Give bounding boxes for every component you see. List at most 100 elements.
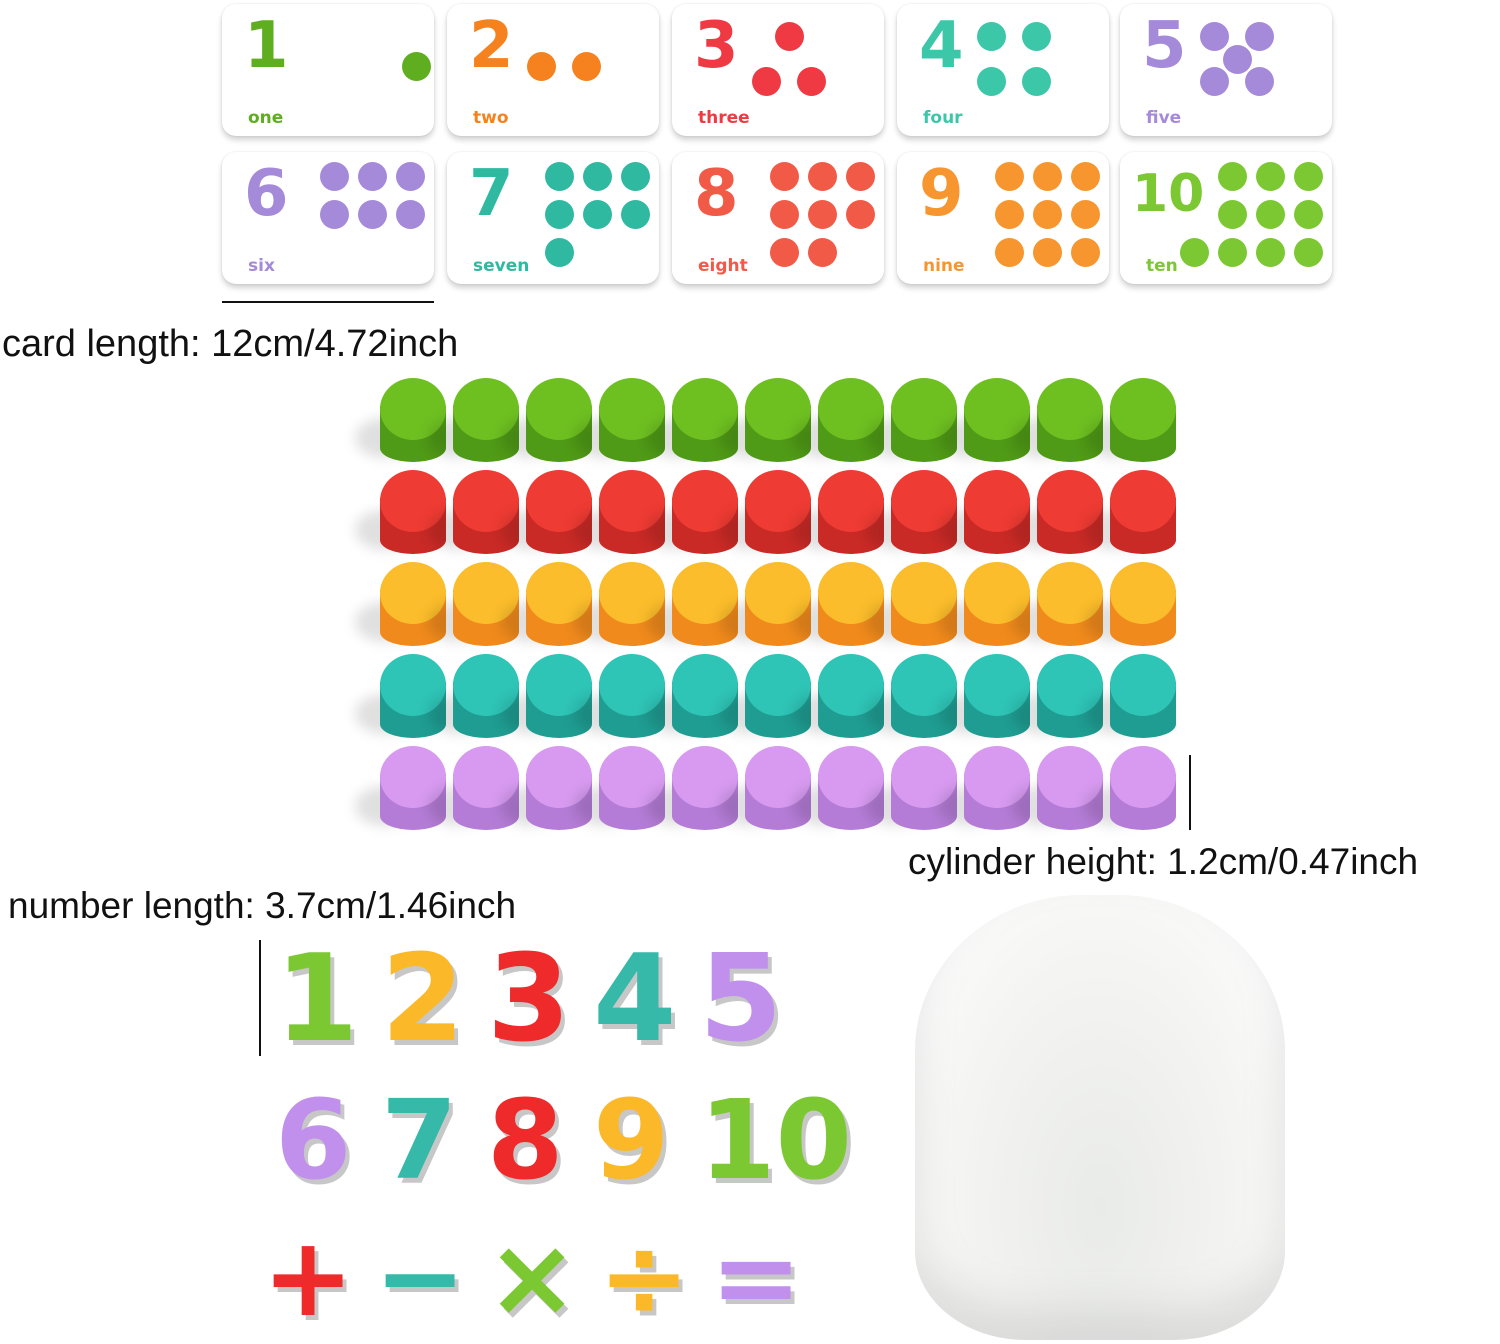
cylinder-top bbox=[453, 562, 519, 624]
cylinder-top bbox=[526, 378, 592, 440]
count-dot bbox=[358, 200, 387, 229]
wooden-cylinder bbox=[526, 654, 592, 738]
card-number: 6 bbox=[244, 157, 289, 231]
wooden-cylinder bbox=[745, 470, 811, 554]
count-dot bbox=[846, 200, 875, 229]
count-dot bbox=[808, 162, 837, 191]
count-dot bbox=[527, 52, 556, 81]
wooden-cylinder bbox=[672, 746, 738, 830]
card-number: 5 bbox=[1142, 9, 1187, 83]
count-dot bbox=[1218, 162, 1247, 191]
wooden-cylinder bbox=[380, 654, 446, 738]
card-number: 10 bbox=[1132, 164, 1205, 224]
count-dot bbox=[1180, 238, 1209, 267]
foam-number: 8 bbox=[487, 1076, 564, 1204]
wooden-cylinder bbox=[818, 470, 884, 554]
wooden-cylinder bbox=[1110, 470, 1176, 554]
cylinder-top bbox=[745, 746, 811, 808]
cylinder-top bbox=[818, 746, 884, 808]
wooden-cylinder bbox=[599, 562, 665, 646]
cylinder-top bbox=[745, 654, 811, 716]
cylinder-top bbox=[891, 470, 957, 532]
cylinder-top bbox=[672, 378, 738, 440]
count-dot bbox=[770, 200, 799, 229]
foam-operator: + bbox=[262, 1213, 355, 1341]
card-word: seven bbox=[473, 256, 530, 276]
count-dot bbox=[1033, 162, 1062, 191]
number-card: 8 eight bbox=[672, 152, 884, 284]
cylinder-top bbox=[1110, 470, 1176, 532]
number-card: 7 seven bbox=[447, 152, 659, 284]
wooden-cylinder bbox=[1110, 562, 1176, 646]
cylinder-top bbox=[964, 562, 1030, 624]
count-dot bbox=[797, 67, 826, 96]
count-dot bbox=[977, 22, 1006, 51]
wooden-cylinder bbox=[453, 470, 519, 554]
wooden-cylinder bbox=[453, 562, 519, 646]
cylinder-top bbox=[526, 746, 592, 808]
card-word: nine bbox=[923, 256, 965, 276]
wooden-cylinder bbox=[818, 654, 884, 738]
cylinder-top bbox=[380, 470, 446, 532]
count-dot bbox=[320, 162, 349, 191]
wooden-cylinder bbox=[964, 654, 1030, 738]
count-dot bbox=[1022, 22, 1051, 51]
wooden-cylinder bbox=[1037, 378, 1103, 462]
cylinder-top bbox=[380, 746, 446, 808]
wooden-cylinder bbox=[891, 562, 957, 646]
count-dot bbox=[1294, 238, 1323, 267]
cylinder-top bbox=[1110, 378, 1176, 440]
foam-number: 3 bbox=[487, 930, 571, 1069]
number-length-rule bbox=[259, 940, 261, 1056]
cylinder-top bbox=[1037, 746, 1103, 808]
cylinder-top bbox=[1110, 654, 1176, 716]
card-number: 7 bbox=[469, 157, 514, 231]
foam-number: 6 bbox=[275, 1076, 352, 1204]
card-word: four bbox=[923, 108, 963, 128]
cylinder-top bbox=[672, 562, 738, 624]
count-dot bbox=[621, 200, 650, 229]
wooden-cylinder bbox=[964, 562, 1030, 646]
wooden-cylinder bbox=[1110, 746, 1176, 830]
wooden-cylinder bbox=[672, 562, 738, 646]
count-dot bbox=[1022, 67, 1051, 96]
cylinder-top bbox=[599, 470, 665, 532]
card-word: one bbox=[248, 108, 284, 128]
cylinder-top bbox=[891, 654, 957, 716]
number-card: 1 one bbox=[222, 4, 434, 136]
cylinder-top bbox=[818, 470, 884, 532]
count-dot bbox=[1200, 22, 1229, 51]
card-number: 8 bbox=[694, 157, 739, 231]
wooden-cylinder bbox=[380, 562, 446, 646]
cylinder-top bbox=[818, 562, 884, 624]
count-dot bbox=[572, 52, 601, 81]
count-dot bbox=[621, 162, 650, 191]
card-word: six bbox=[248, 256, 275, 276]
foam-number: 2 bbox=[381, 930, 465, 1069]
wooden-cylinder bbox=[1037, 470, 1103, 554]
card-number: 9 bbox=[919, 157, 964, 231]
number-card: 2 two bbox=[447, 4, 659, 136]
count-dot bbox=[1222, 44, 1252, 74]
cylinder-top bbox=[745, 470, 811, 532]
wooden-cylinder bbox=[1037, 654, 1103, 738]
cylinder-top bbox=[599, 746, 665, 808]
cylinder-top bbox=[964, 654, 1030, 716]
wooden-cylinder bbox=[453, 746, 519, 830]
wooden-cylinder bbox=[818, 562, 884, 646]
count-dot bbox=[846, 162, 875, 191]
count-dot bbox=[1218, 238, 1247, 267]
wooden-cylinder bbox=[964, 378, 1030, 462]
count-dot bbox=[808, 238, 837, 267]
number-card: 9 nine bbox=[897, 152, 1109, 284]
card-word: ten bbox=[1146, 256, 1178, 276]
card-number: 1 bbox=[244, 9, 289, 83]
count-dot bbox=[1071, 200, 1100, 229]
wooden-cylinder bbox=[745, 654, 811, 738]
count-dot bbox=[752, 67, 781, 96]
count-dot bbox=[583, 200, 612, 229]
wooden-cylinder bbox=[891, 378, 957, 462]
count-dot bbox=[320, 200, 349, 229]
foam-number: 1 bbox=[275, 930, 359, 1069]
card-word: three bbox=[698, 108, 750, 128]
